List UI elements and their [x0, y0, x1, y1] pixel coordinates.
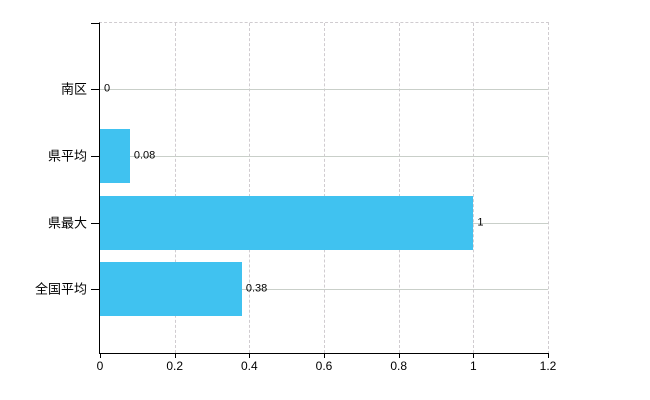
y-axis-tick: [91, 289, 99, 290]
bar: [100, 129, 130, 183]
horizontal-gridline: [100, 289, 548, 290]
x-axis-tick: [398, 353, 400, 358]
y-axis-top-tick: [91, 23, 99, 24]
vertical-gridline: [398, 23, 400, 353]
x-axis-tick-label: 0.2: [166, 359, 183, 373]
category-label: 全国平均: [34, 281, 87, 297]
bar-value-label: 0.08: [133, 149, 156, 162]
x-axis-tick: [100, 353, 101, 358]
bar-value-label: 0: [104, 82, 111, 95]
x-axis-tick: [249, 353, 251, 358]
bar: [100, 196, 474, 250]
vertical-gridline: [473, 23, 475, 353]
horizontal-gridline: [100, 89, 548, 90]
x-axis-tick-label: 0: [96, 359, 104, 373]
bar-value-label: 0.38: [245, 282, 268, 295]
x-axis-tick-label: 0.4: [240, 359, 258, 373]
category-label: 県平均: [47, 148, 87, 164]
x-axis-tick-label: 0.6: [315, 359, 333, 373]
vertical-gridline: [174, 23, 176, 353]
category-label: 県最大: [47, 215, 87, 231]
x-axis-tick: [473, 353, 475, 358]
x-axis-tick-label: 1.2: [539, 359, 557, 373]
bar: [100, 262, 242, 316]
plot-area: 0 0.2 0.4 0.6 0.8 1 1.2 南区 0 県平均 0.08 県最大 1 全国平均 0.38: [35, 22, 556, 372]
y-axis-tick: [91, 156, 99, 157]
x-axis-tick: [324, 353, 325, 358]
y-axis-tick: [91, 89, 99, 90]
vertical-gridline: [249, 23, 251, 353]
bar-value-label: 1: [477, 216, 484, 229]
x-axis-tick: [174, 353, 176, 358]
y-axis-tick: [91, 223, 99, 224]
x-axis-tick-label: 1: [469, 359, 477, 373]
x-axis-tick: [548, 353, 549, 358]
horizontal-gridline: [100, 156, 548, 157]
vertical-gridline: [324, 23, 325, 353]
x-axis-tick-label: 0.8: [390, 359, 407, 373]
category-label: 南区: [60, 81, 87, 97]
